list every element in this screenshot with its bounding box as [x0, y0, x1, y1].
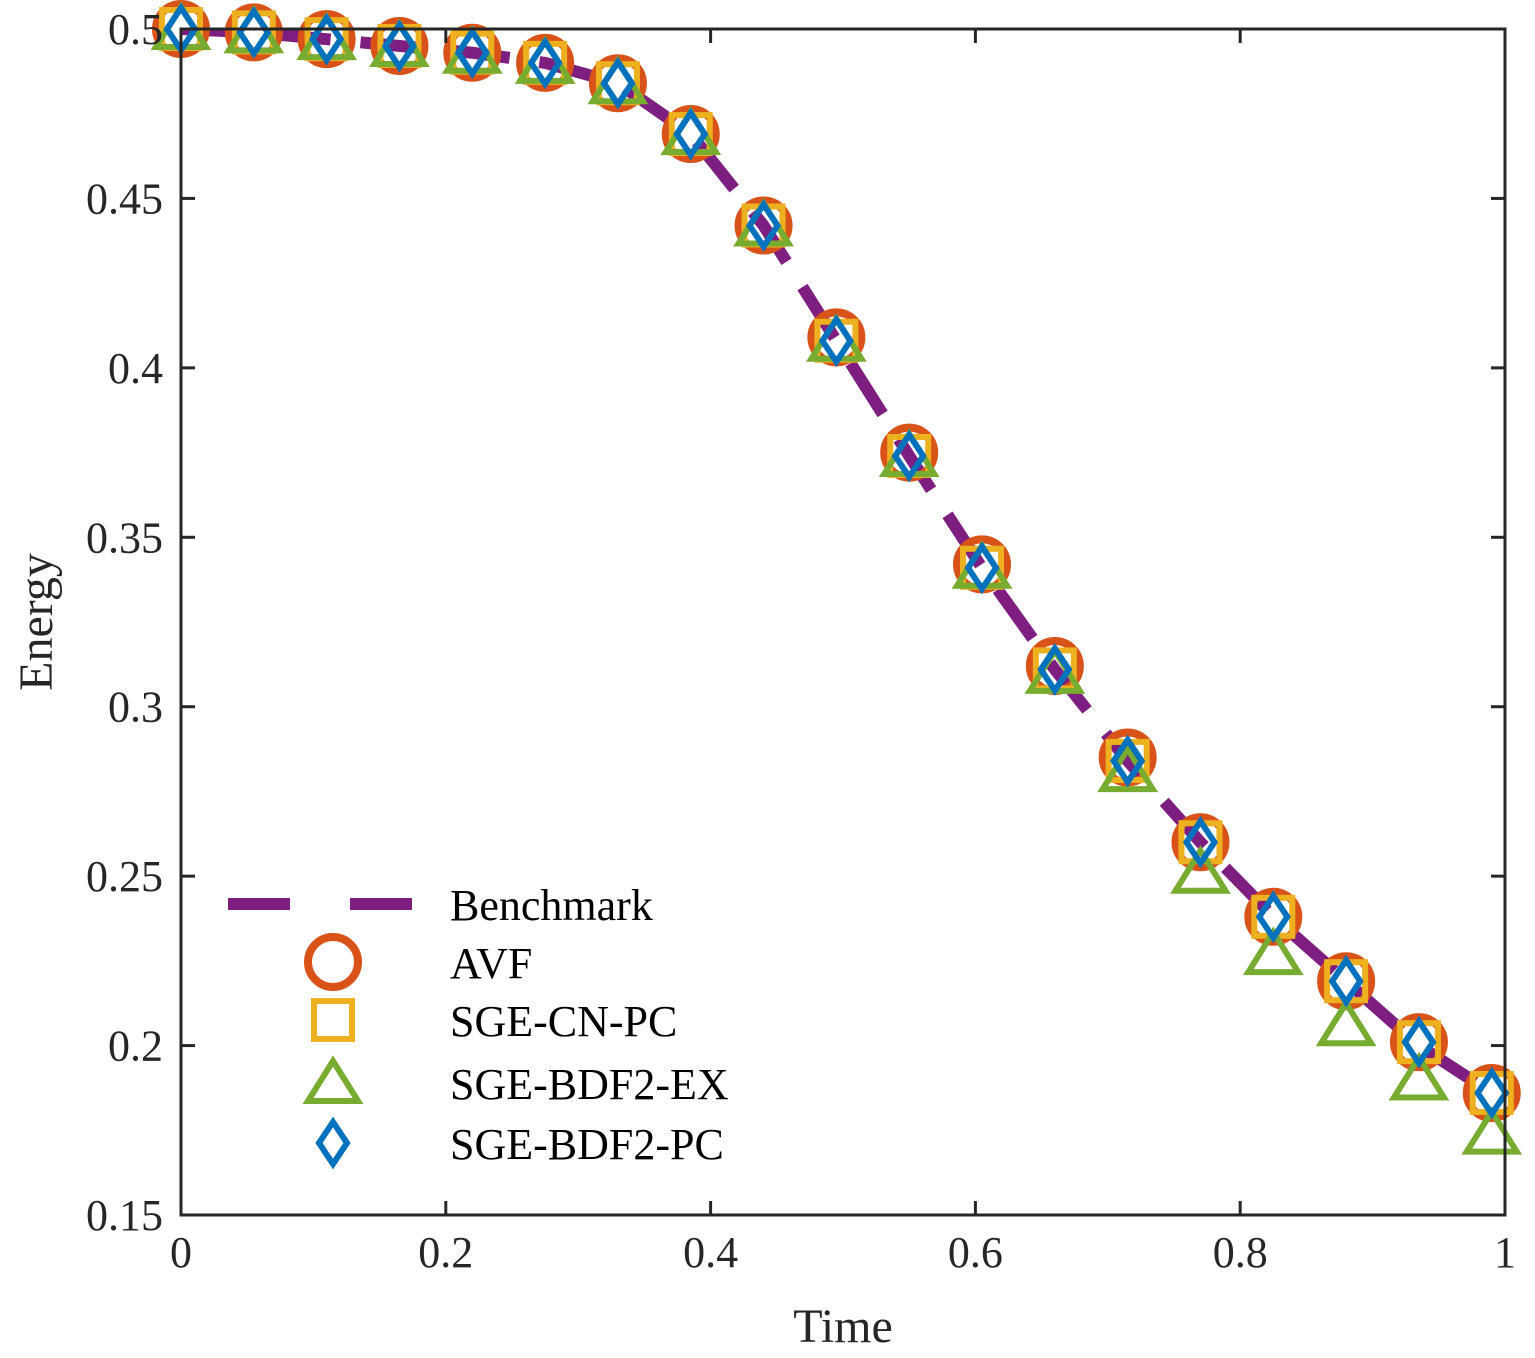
- series-sge-bdf2-pc-markers: [163, 2, 1510, 1120]
- sge-bdf2-pc-data-point: [600, 56, 636, 110]
- plot-background: [181, 29, 1505, 1215]
- legend-label: SGE-BDF2-EX: [450, 1060, 729, 1109]
- legend-label: Benchmark: [450, 881, 653, 930]
- sge-bdf2-pc-data-point: [745, 199, 782, 252]
- legend-avf-swatch: [304, 933, 362, 991]
- sge-bdf2-ex-data-point: [1097, 743, 1159, 793]
- x-tick-label: 0.8: [1213, 1228, 1268, 1277]
- sge-bdf2-pc-data-point: [673, 107, 709, 161]
- y-tick-label: 0.2: [108, 1022, 163, 1071]
- sge-bdf2-pc-data-point: [1255, 890, 1291, 944]
- benchmark-series-line: [181, 29, 1496, 1099]
- tick-layer: 0 0.2 0.4 0.6 0.8 1 0.15 0.2 0.25 0.3 0.35 0.4 0.45 0…: [86, 5, 1516, 1277]
- y-tick-label: 0.5: [108, 5, 163, 54]
- y-tick-label: 0.45: [86, 174, 163, 223]
- x-axis-label: Time: [793, 1300, 893, 1353]
- legend: Benchmark AVF SGE-CN-PC SGE-BDF2-EX SGE-BDF2…: [228, 881, 729, 1170]
- marker-layer: [150, 0, 1523, 1155]
- y-tick-label: 0.3: [108, 683, 163, 732]
- sge-bdf2-ex-data-point: [1315, 997, 1377, 1047]
- x-tick-label: 0: [170, 1228, 192, 1277]
- sge-bdf2-pc-data-point: [309, 12, 345, 66]
- sge-bdf2-pc-data-point: [381, 19, 418, 73]
- x-tick-label: 1: [1494, 1228, 1516, 1277]
- legend-sge-bdf2-pc-swatch: [315, 1116, 351, 1170]
- y-tick-label: 0.25: [86, 852, 163, 901]
- sge-bdf2-ex-data-point: [1170, 845, 1231, 894]
- sge-bdf2-pc-data-point: [1110, 734, 1146, 788]
- y-tick-label: 0.15: [86, 1191, 163, 1240]
- sge-bdf2-ex-data-point: [1388, 1051, 1450, 1101]
- x-tick-label: 0.2: [418, 1228, 473, 1277]
- y-tick-label: 0.35: [86, 513, 163, 562]
- legend-label: SGE-CN-PC: [450, 997, 677, 1046]
- sge-bdf2-pc-data-point: [964, 541, 1000, 595]
- sge-bdf2-pc-data-point: [1037, 643, 1073, 696]
- series-layer: [181, 29, 1496, 1099]
- legend-label: SGE-BDF2-PC: [450, 1120, 724, 1169]
- sge-bdf2-pc-data-point: [527, 36, 563, 90]
- sge-bdf2-pc-data-point: [1474, 1066, 1510, 1120]
- sge-bdf2-ex-data-point: [1242, 926, 1304, 976]
- legend-sge-cn-pc-swatch: [311, 998, 355, 1042]
- legend-label: AVF: [450, 939, 532, 988]
- y-tick-label: 0.4: [108, 344, 163, 393]
- sge-bdf2-pc-data-point: [1182, 815, 1219, 869]
- plot-frame: [179, 27, 1507, 1217]
- sge-bdf2-pc-data-point: [1328, 954, 1364, 1008]
- y-axis-label: Energy: [10, 553, 63, 691]
- sge-bdf2-pc-data-point: [891, 429, 927, 483]
- sge-bdf2-pc-data-point: [454, 26, 490, 80]
- sge-bdf2-pc-data-point: [818, 314, 854, 368]
- x-tick-label: 0.6: [948, 1228, 1003, 1277]
- x-tick-label: 0.4: [683, 1228, 738, 1277]
- legend-sge-bdf2-ex-swatch: [302, 1055, 364, 1104]
- sge-bdf2-pc-data-point: [1401, 1015, 1437, 1069]
- sge-bdf2-pc-data-point: [236, 5, 272, 59]
